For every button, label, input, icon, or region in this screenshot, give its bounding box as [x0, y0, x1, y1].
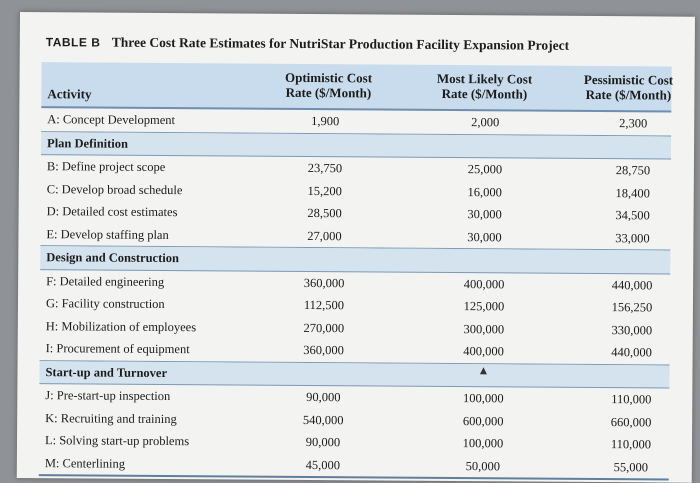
cell-optimistic: 270,000	[303, 320, 345, 335]
cell-activity: L: Solving start-up problems	[44, 433, 190, 449]
header-activity: Activity	[47, 86, 92, 102]
cell-most-likely: 50,000	[465, 458, 501, 473]
cell-optimistic: 360,000	[303, 275, 345, 290]
cell-optimistic: 540,000	[302, 412, 344, 427]
cell-pessimistic: 110,000	[611, 392, 652, 407]
table-header: Activity Optimistic Cost Rate ($/Month) …	[41, 62, 673, 113]
cell-most-likely: 2,000	[471, 115, 500, 130]
cell-most-likely: 16,000	[467, 184, 502, 199]
cell-activity: J: Pre-start-up inspection	[45, 388, 171, 404]
cell-activity: H: Mobilization of employees	[45, 318, 197, 334]
cursor-arrow-icon: ▲	[477, 362, 490, 377]
cell-pessimistic: 18,400	[615, 185, 650, 200]
cell-optimistic: 15,200	[307, 183, 342, 198]
section-title: Design and Construction	[46, 250, 180, 266]
cell-pessimistic: 440,000	[611, 345, 653, 360]
cell-most-likely: 400,000	[463, 276, 505, 291]
header-pessimistic: Pessimistic Cost Rate ($/Month)	[583, 71, 674, 103]
table-body: A: Concept Development 1,900 2,000 2,300…	[39, 108, 672, 478]
cell-pessimistic: 33,000	[615, 230, 650, 245]
cell-activity: F: Detailed engineering	[46, 273, 165, 289]
textbook-page: TABLE B Three Cost Rate Estimates for Nu…	[16, 12, 695, 483]
cell-pessimistic: 34,500	[615, 208, 650, 223]
cell-pessimistic: 156,250	[611, 300, 653, 315]
cell-most-likely: 30,000	[467, 207, 502, 222]
cell-pessimistic: 110,000	[610, 437, 652, 452]
cell-activity: E: Develop staffing plan	[46, 226, 169, 242]
cell-activity: B: Define project scope	[46, 159, 166, 175]
cell-optimistic: 27,000	[307, 228, 342, 243]
cell-optimistic: 112,500	[303, 297, 345, 313]
cell-pessimistic: 330,000	[611, 322, 653, 337]
section-title: Start-up and Turnover	[45, 364, 168, 380]
cell-most-likely: 400,000	[463, 344, 505, 359]
cell-pessimistic: 28,750	[615, 163, 651, 178]
cell-most-likely: 100,000	[462, 391, 504, 406]
cell-optimistic: 28,500	[307, 206, 342, 221]
cell-optimistic: 45,000	[305, 457, 341, 472]
cell-activity: G: Facility construction	[45, 296, 165, 312]
table-label: TABLE B	[45, 35, 101, 50]
table-row: M: Centerlining 45,000 50,000 55,000	[39, 452, 669, 479]
cell-optimistic: 1,900	[311, 114, 340, 129]
cell-activity: A: Concept Development	[47, 112, 176, 128]
cell-optimistic: 90,000	[306, 390, 341, 405]
cell-most-likely: 300,000	[463, 321, 505, 336]
cell-most-likely: 600,000	[462, 413, 504, 428]
cell-most-likely: 25,000	[467, 162, 503, 177]
cell-most-likely: 125,000	[463, 299, 505, 314]
cell-optimistic: 90,000	[305, 435, 341, 450]
cell-pessimistic: 55,000	[613, 459, 649, 474]
cost-rate-table: Activity Optimistic Cost Rate ($/Month) …	[38, 62, 673, 481]
cell-activity: K: Recruiting and training	[45, 410, 177, 426]
table-caption: TABLE B Three Cost Rate Estimates for Nu…	[46, 34, 569, 54]
cell-activity: I: Procurement of equipment	[45, 341, 190, 357]
cell-most-likely: 30,000	[467, 229, 502, 244]
cell-activity: D: Detailed cost estimates	[46, 204, 178, 220]
cell-pessimistic: 2,300	[619, 116, 648, 131]
cell-most-likely: 100,000	[462, 436, 504, 451]
cell-pessimistic: 660,000	[610, 414, 652, 429]
section-title: Plan Definition	[47, 135, 129, 151]
cell-activity: M: Centerlining	[44, 455, 126, 471]
header-optimistic: Optimistic Cost Rate ($/Month)	[284, 69, 373, 101]
header-most-likely: Most Likely Cost Rate ($/Month)	[436, 70, 533, 102]
cell-pessimistic: 440,000	[611, 277, 653, 292]
table-title: Three Cost Rate Estimates for NutriStar …	[111, 34, 570, 53]
cell-optimistic: 360,000	[303, 342, 345, 358]
cell-activity: C: Develop broad schedule	[46, 181, 183, 197]
cell-optimistic: 23,750	[307, 161, 343, 176]
